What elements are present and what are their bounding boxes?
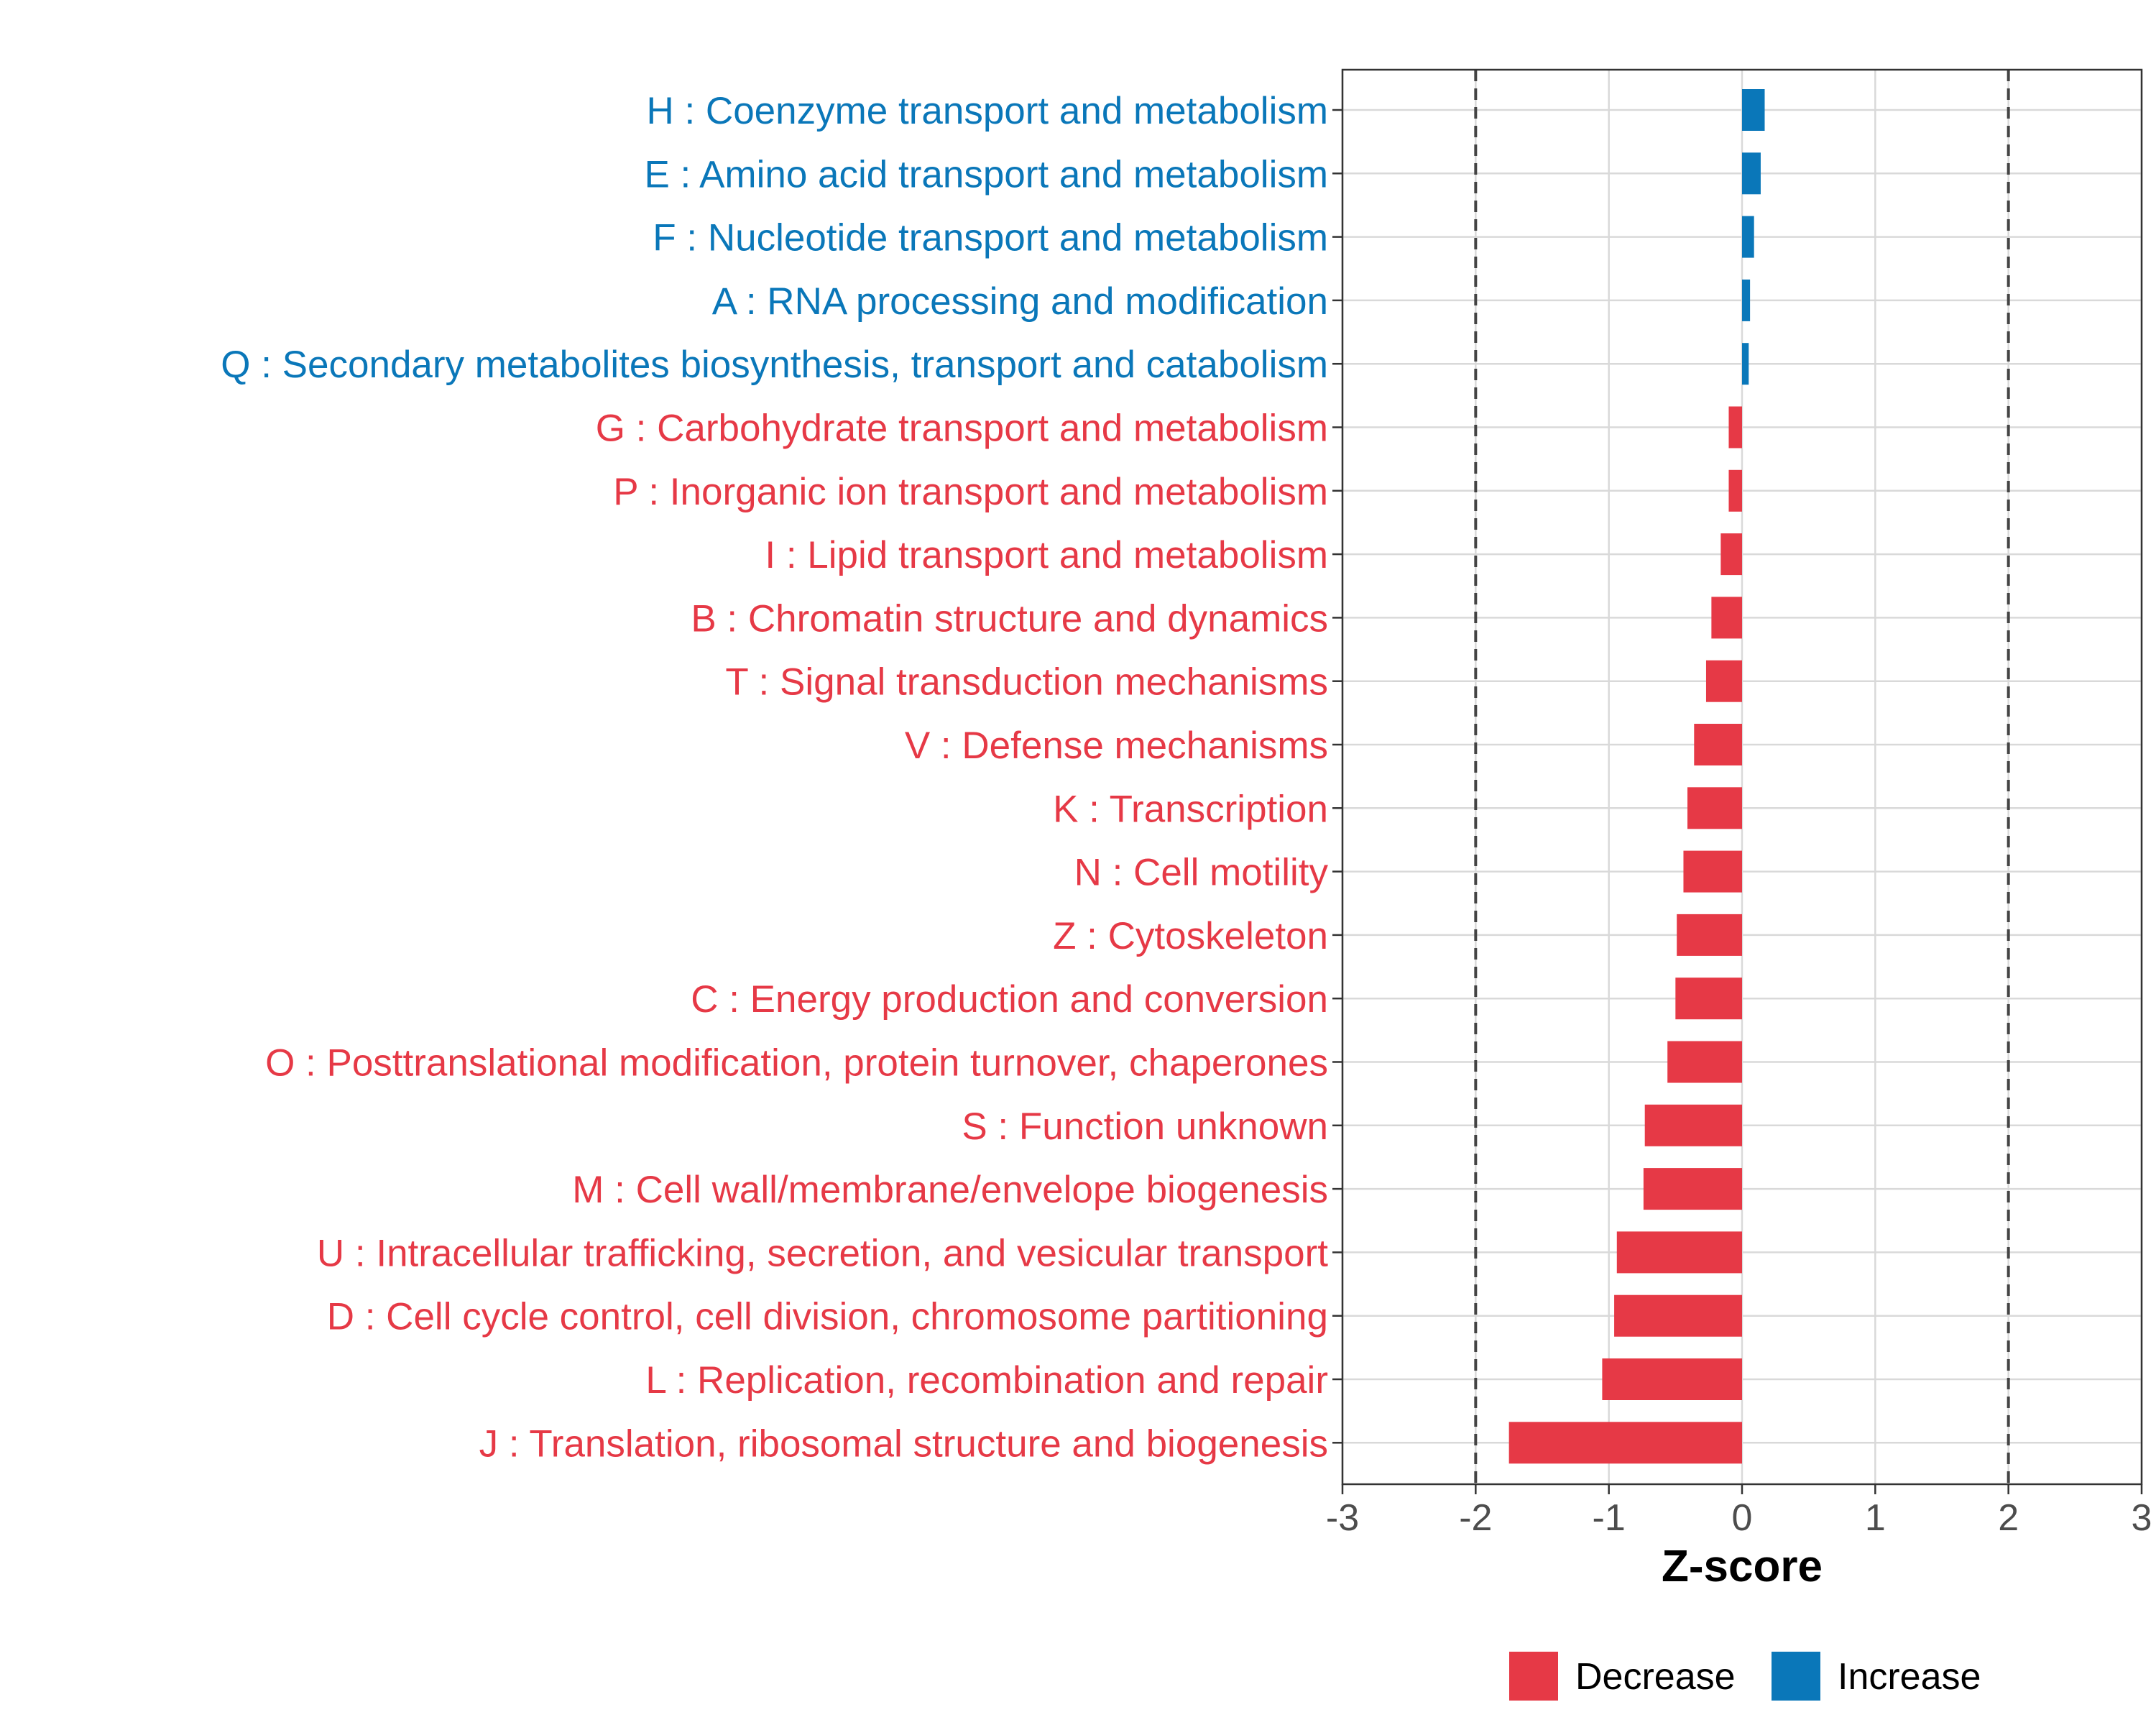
legend-label-decrease: Decrease bbox=[1575, 1656, 1736, 1698]
category-label: G : Carbohydrate transport and metabolis… bbox=[596, 408, 1328, 450]
x-tick-label: 1 bbox=[1865, 1497, 1886, 1539]
x-tick-label: 3 bbox=[2132, 1497, 2152, 1539]
legend-swatch-decrease bbox=[1509, 1652, 1558, 1701]
category-label: K : Transcription bbox=[1053, 788, 1328, 830]
category-label: I : Lipid transport and metabolism bbox=[765, 534, 1328, 576]
x-axis-title: Z-score bbox=[1662, 1542, 1823, 1591]
category-label: T : Signal transduction mechanisms bbox=[725, 661, 1328, 704]
bar bbox=[1694, 724, 1742, 765]
category-label: U : Intracellular trafficking, secretion… bbox=[317, 1232, 1328, 1274]
category-label: C : Energy production and conversion bbox=[691, 978, 1328, 1021]
category-label: Q : Secondary metabolites biosynthesis, … bbox=[221, 344, 1328, 386]
bar bbox=[1705, 660, 1742, 702]
x-tick-label: 0 bbox=[1732, 1497, 1753, 1539]
category-label: D : Cell cycle control, cell division, c… bbox=[327, 1296, 1328, 1338]
bar bbox=[1711, 597, 1742, 639]
bar bbox=[1667, 1041, 1742, 1083]
category-label: F : Nucleotide transport and metabolism bbox=[653, 217, 1328, 259]
category-label: P : Inorganic ion transport and metaboli… bbox=[613, 471, 1328, 513]
legend: Decrease Increase bbox=[1509, 1652, 1981, 1701]
category-label: M : Cell wall/membrane/envelope biogenes… bbox=[572, 1169, 1328, 1211]
bar bbox=[1720, 533, 1742, 576]
bar bbox=[1728, 406, 1742, 448]
x-tick-label: -1 bbox=[1593, 1497, 1626, 1539]
x-axis-ticks-layer: -3 -2 -1 0 1 2 3 bbox=[1326, 1484, 2152, 1539]
category-labels-layer: H : Coenzyme transport and metabolism E :… bbox=[221, 90, 1342, 1465]
bar bbox=[1602, 1358, 1742, 1400]
category-label: O : Posttranslational modification, prot… bbox=[265, 1042, 1328, 1085]
category-label: N : Cell motility bbox=[1074, 852, 1329, 894]
category-label: H : Coenzyme transport and metabolism bbox=[646, 90, 1328, 132]
bar bbox=[1742, 216, 1754, 258]
bar bbox=[1616, 1231, 1742, 1274]
x-tick-label: -2 bbox=[1459, 1497, 1492, 1539]
bar bbox=[1742, 343, 1749, 385]
category-label: J : Translation, ribosomal structure and… bbox=[479, 1422, 1328, 1465]
category-label: S : Function unknown bbox=[962, 1105, 1328, 1148]
bars-layer bbox=[1508, 89, 1765, 1464]
bar bbox=[1677, 914, 1742, 956]
bar bbox=[1742, 279, 1751, 321]
category-label: L : Replication, recombination and repai… bbox=[645, 1359, 1328, 1402]
bar bbox=[1614, 1294, 1742, 1337]
bar bbox=[1675, 978, 1742, 1020]
category-label: B : Chromatin structure and dynamics bbox=[691, 597, 1328, 640]
category-label: V : Defense mechanisms bbox=[905, 724, 1328, 767]
category-label: Z : Cytoskeleton bbox=[1053, 915, 1328, 957]
bar bbox=[1728, 469, 1742, 512]
category-label: E : Amino acid transport and metabolism bbox=[644, 153, 1328, 196]
bar bbox=[1683, 850, 1742, 893]
x-tick-label: 2 bbox=[1998, 1497, 2019, 1539]
legend-label-increase: Increase bbox=[1838, 1656, 1981, 1698]
x-tick-label: -3 bbox=[1326, 1497, 1359, 1539]
category-label: A : RNA processing and modification bbox=[712, 280, 1328, 323]
bar bbox=[1644, 1104, 1742, 1146]
legend-swatch-increase bbox=[1772, 1652, 1820, 1701]
bar bbox=[1742, 152, 1761, 195]
bar bbox=[1687, 787, 1742, 829]
bar bbox=[1643, 1168, 1742, 1210]
bar bbox=[1508, 1422, 1742, 1464]
reference-lines-layer bbox=[1474, 70, 2010, 1484]
bar bbox=[1742, 89, 1765, 131]
